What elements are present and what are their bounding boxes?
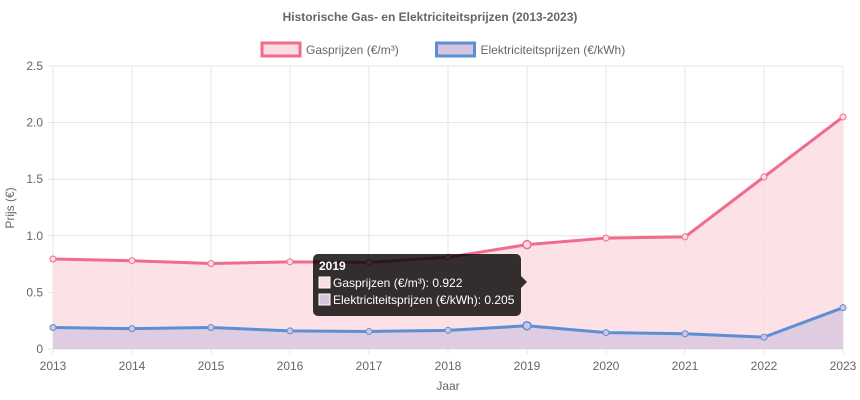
x-tick-label: 2019 [514, 359, 541, 373]
tooltip-box [313, 254, 521, 316]
data-point[interactable] [128, 257, 136, 265]
data-point[interactable] [681, 330, 689, 338]
data-point[interactable] [522, 239, 532, 250]
legend-label: Gasprijzen (€/m³) [306, 43, 399, 57]
tooltip-line: Gasprijzen (€/m³): 0.922 [333, 276, 463, 290]
legend-swatch [435, 41, 476, 58]
data-point[interactable] [839, 304, 847, 312]
tooltip-title: 2019 [319, 259, 346, 273]
x-tick-label: 2023 [830, 359, 857, 373]
series-area-2 [53, 307, 843, 349]
x-tick-label: 2017 [356, 359, 383, 373]
x-tick-label: 2013 [40, 359, 67, 373]
x-tick-label: 2021 [672, 359, 699, 373]
y-tick-label: 0 [36, 342, 43, 356]
data-point[interactable] [760, 173, 768, 181]
x-axis-title: Jaar [436, 379, 459, 393]
tooltip-caret [521, 276, 527, 288]
x-tick-label: 2015 [198, 359, 225, 373]
tooltip-swatch [318, 276, 331, 289]
tooltip-line: Elektriciteitsprijzen (€/kWh): 0.205 [333, 293, 515, 307]
x-tick-label: 2022 [751, 359, 778, 373]
data-point[interactable] [286, 327, 294, 335]
y-axis-title: Prijs (€) [3, 187, 17, 228]
legend-item-1[interactable]: Gasprijzen (€/m³) [260, 41, 399, 58]
x-tick-label: 2016 [277, 359, 304, 373]
data-point[interactable] [681, 233, 689, 241]
y-tick-label: 0.5 [26, 285, 43, 299]
x-tick-label: 2018 [435, 359, 462, 373]
y-tick-label: 2.0 [26, 116, 43, 130]
tooltip-swatch [318, 293, 331, 306]
y-tick-label: 1.5 [26, 172, 43, 186]
x-tick-label: 2020 [593, 359, 620, 373]
legend-item-2[interactable]: Elektriciteitsprijzen (€/kWh) [435, 41, 626, 58]
data-point[interactable] [128, 325, 136, 333]
tooltip: 2019 Gasprijzen (€/m³): 0.922 Elektricitei… [313, 254, 527, 316]
data-point[interactable] [444, 326, 452, 334]
y-tick-label: 1.0 [26, 229, 43, 243]
data-point[interactable] [602, 234, 610, 242]
data-point[interactable] [286, 258, 294, 266]
legend-swatch [260, 41, 302, 58]
data-point[interactable] [522, 321, 532, 331]
series-area-1 [53, 116, 843, 349]
data-point[interactable] [207, 323, 215, 331]
data-point[interactable] [760, 333, 768, 341]
legend-label: Elektriciteitsprijzen (€/kWh) [481, 43, 626, 57]
data-point[interactable] [49, 255, 57, 263]
data-point[interactable] [207, 260, 215, 268]
x-tick-label: 2014 [119, 359, 146, 373]
y-tick-label: 2.5 [26, 59, 43, 73]
data-point[interactable] [49, 323, 57, 331]
data-point[interactable] [365, 327, 373, 335]
data-point[interactable] [602, 329, 610, 337]
data-point[interactable] [839, 113, 847, 121]
chart-title: Historische Gas- en Elektriciteitsprijze… [283, 10, 578, 24]
